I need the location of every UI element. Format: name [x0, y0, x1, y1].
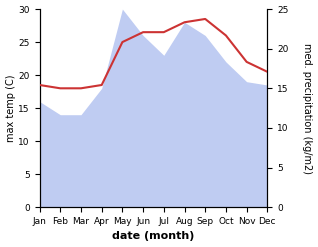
Y-axis label: max temp (C): max temp (C) [5, 74, 16, 142]
Y-axis label: med. precipitation (kg/m2): med. precipitation (kg/m2) [302, 43, 313, 174]
X-axis label: date (month): date (month) [112, 231, 195, 242]
